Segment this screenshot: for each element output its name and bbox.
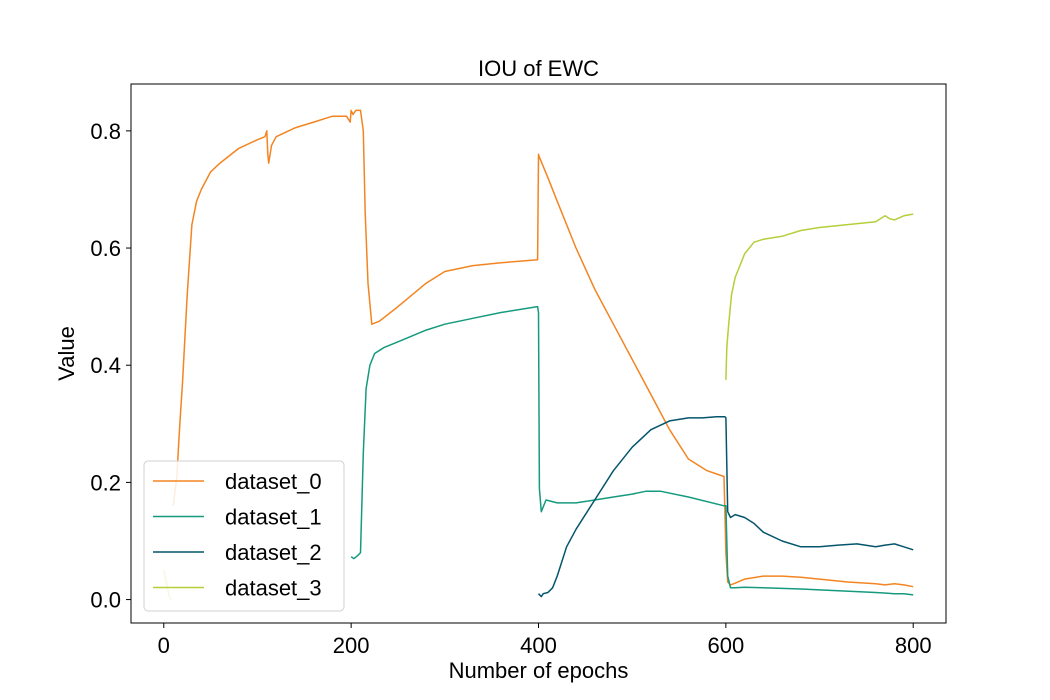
y-axis-ticks: 0.0 0.2 0.4 0.6 0.8 (90, 119, 131, 613)
legend-label-dataset_0: dataset_0 (225, 469, 322, 494)
x-axis-label: Number of epochs (449, 658, 629, 683)
x-tick-label: 200 (333, 633, 370, 658)
x-tick-label: 400 (520, 633, 557, 658)
x-axis-ticks: 0 200 400 600 800 (158, 623, 932, 658)
series-line-dataset_2 (537, 416, 914, 598)
legend-box (143, 460, 345, 612)
y-tick-label: 0.0 (90, 588, 121, 613)
y-tick-label: 0.2 (90, 470, 121, 495)
legend-label-dataset_3: dataset_3 (225, 576, 322, 601)
chart-title: IOU of EWC (478, 56, 599, 81)
y-tick-label: 0.8 (90, 119, 121, 144)
legend-label-dataset_2: dataset_2 (225, 540, 322, 565)
x-tick-label: 600 (707, 633, 744, 658)
series-line-dataset_1 (350, 305, 914, 596)
legend: dataset_0 dataset_1 dataset_2 dataset_3 (143, 460, 345, 612)
y-tick-label: 0.6 (90, 236, 121, 261)
x-tick-label: 800 (895, 633, 932, 658)
series-line-dataset_3-part2 (725, 213, 914, 380)
series-line-dataset_0 (172, 109, 914, 588)
x-tick-label: 0 (158, 633, 170, 658)
y-tick-label: 0.4 (90, 353, 121, 378)
y-axis-label: Value (54, 326, 79, 381)
legend-label-dataset_1: dataset_1 (225, 505, 322, 530)
